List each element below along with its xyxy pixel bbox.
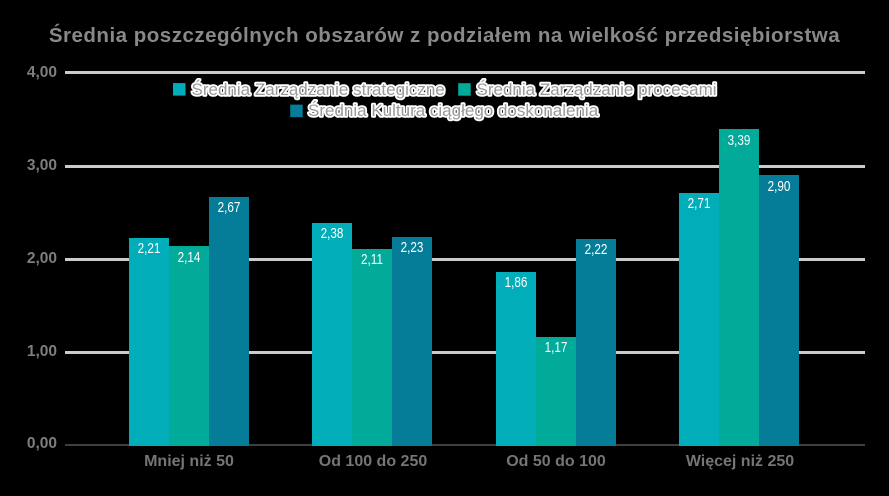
svg-text:Średnia Zarządzanie procesami: Średnia Zarządzanie procesami (477, 80, 717, 99)
svg-text:Średnia Zarządzanie strategicz: Średnia Zarządzanie strategiczne (192, 80, 445, 99)
svg-text:Średnia Kultura ciągłego dosko: Średnia Kultura ciągłego doskonalenia (308, 101, 599, 120)
